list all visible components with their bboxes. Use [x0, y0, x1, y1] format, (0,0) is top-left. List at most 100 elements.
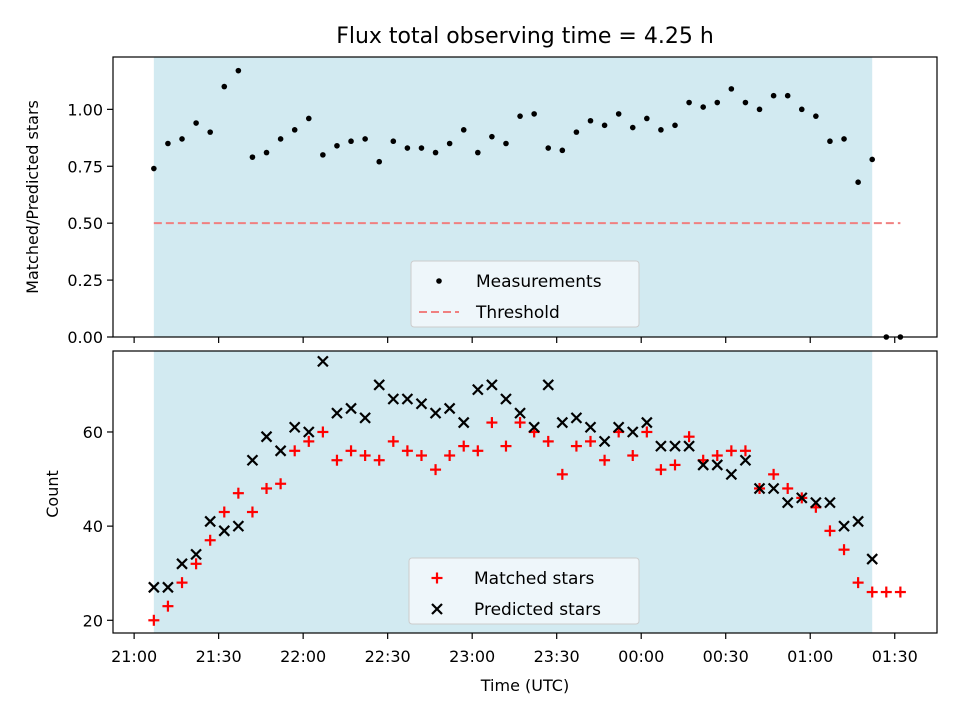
- data-point: [489, 133, 495, 140]
- data-point: [641, 426, 653, 438]
- data-point: [472, 445, 484, 457]
- x-tick-label: 01:30: [872, 647, 918, 666]
- data-point: [644, 115, 650, 122]
- data-point: [852, 577, 864, 589]
- y-tick-label: 0.25: [67, 271, 103, 290]
- data-point: [570, 412, 583, 424]
- data-point: [683, 440, 695, 452]
- data-point: [190, 558, 202, 570]
- data-point: [880, 586, 892, 598]
- axes-frame: [112, 350, 938, 634]
- data-point-b: [232, 520, 245, 532]
- data-point-b: [796, 492, 808, 504]
- data-point: [559, 147, 566, 154]
- data-point: [486, 417, 498, 429]
- data-point: [429, 407, 442, 419]
- legend-swatch: [431, 603, 443, 615]
- data-point: [813, 113, 819, 119]
- data-point: [373, 379, 385, 391]
- data-point-b: [612, 421, 625, 434]
- data-point: [444, 450, 456, 462]
- data-point-b: [655, 440, 667, 452]
- data-point: [756, 106, 763, 113]
- data-point: [387, 393, 400, 405]
- data-point-b: [415, 397, 428, 410]
- data-point: [827, 138, 833, 145]
- data-point: [658, 127, 664, 133]
- data-point: [162, 600, 174, 612]
- data-point: [359, 412, 371, 424]
- data-point-b: [486, 379, 498, 391]
- series-measurements: [151, 67, 904, 340]
- data-point-b: [176, 558, 188, 570]
- data-point-b: [317, 355, 329, 368]
- data-point: [500, 440, 512, 452]
- data-point: [486, 379, 498, 391]
- data-point-b: [852, 515, 864, 528]
- data-point-b: [542, 379, 555, 391]
- data-point: [601, 122, 608, 129]
- data-point: [246, 506, 258, 518]
- data-point-b: [401, 393, 414, 405]
- data-point-b: [345, 402, 357, 415]
- data-point: [232, 520, 245, 532]
- data-point: [500, 393, 512, 405]
- data-point: [305, 115, 312, 122]
- data-point: [514, 407, 526, 419]
- data-point: [542, 435, 554, 447]
- legend: Measurements Threshold: [410, 260, 640, 328]
- x-tick-label: 00:00: [618, 647, 664, 666]
- data-point: [824, 496, 836, 509]
- data-point: [401, 393, 414, 405]
- data-point: [457, 416, 470, 429]
- data-point: [894, 586, 906, 598]
- data-point-b: [500, 393, 512, 405]
- data-point: [545, 145, 552, 151]
- data-point: [345, 402, 357, 415]
- data-point: [249, 154, 256, 160]
- data-point-b: [641, 416, 653, 429]
- data-point-b: [584, 421, 597, 434]
- data-point: [218, 506, 230, 518]
- data-point: [770, 92, 777, 99]
- data-point-b: [739, 454, 752, 466]
- data-point: [866, 586, 878, 598]
- data-point: [824, 525, 836, 537]
- data-point-b: [598, 435, 611, 448]
- data-point: [753, 482, 766, 495]
- data-point: [841, 136, 847, 142]
- data-point: [390, 138, 397, 145]
- chart-title: Flux total observing time = 4.25 h: [336, 24, 714, 49]
- legend-box: [408, 557, 640, 625]
- data-point: [193, 120, 199, 126]
- data-point: [669, 459, 681, 471]
- data-point: [711, 459, 724, 471]
- data-point: [204, 534, 216, 546]
- y-tick-label: 0.00: [67, 328, 103, 347]
- data-point-b: [387, 393, 400, 405]
- data-point: [289, 445, 301, 457]
- data-point: [768, 468, 780, 480]
- data-point: [291, 127, 298, 133]
- data-point: [556, 416, 569, 429]
- count-panel: 20 40 60 21:00 21:30 22:00 22:30 23:00 23:30 00:0…: [83, 350, 938, 666]
- data-point: [570, 440, 582, 452]
- data-point-b: [190, 548, 202, 561]
- data-point-b: [767, 482, 780, 495]
- data-point: [641, 416, 653, 429]
- data-point-b: [781, 496, 794, 509]
- data-point: [528, 421, 540, 434]
- x-tick-label: 22:30: [365, 647, 411, 666]
- data-point: [446, 140, 453, 147]
- data-point: [443, 402, 456, 415]
- legend-label: Matched stars: [474, 569, 594, 589]
- data-point: [162, 581, 174, 594]
- data-point: [359, 450, 371, 462]
- data-point: [615, 111, 622, 117]
- data-point: [517, 113, 523, 119]
- data-point: [221, 83, 228, 90]
- data-point-b: [725, 468, 738, 481]
- series-matched-stars: [148, 417, 906, 626]
- data-point: [373, 454, 385, 466]
- legend-box: [410, 260, 640, 328]
